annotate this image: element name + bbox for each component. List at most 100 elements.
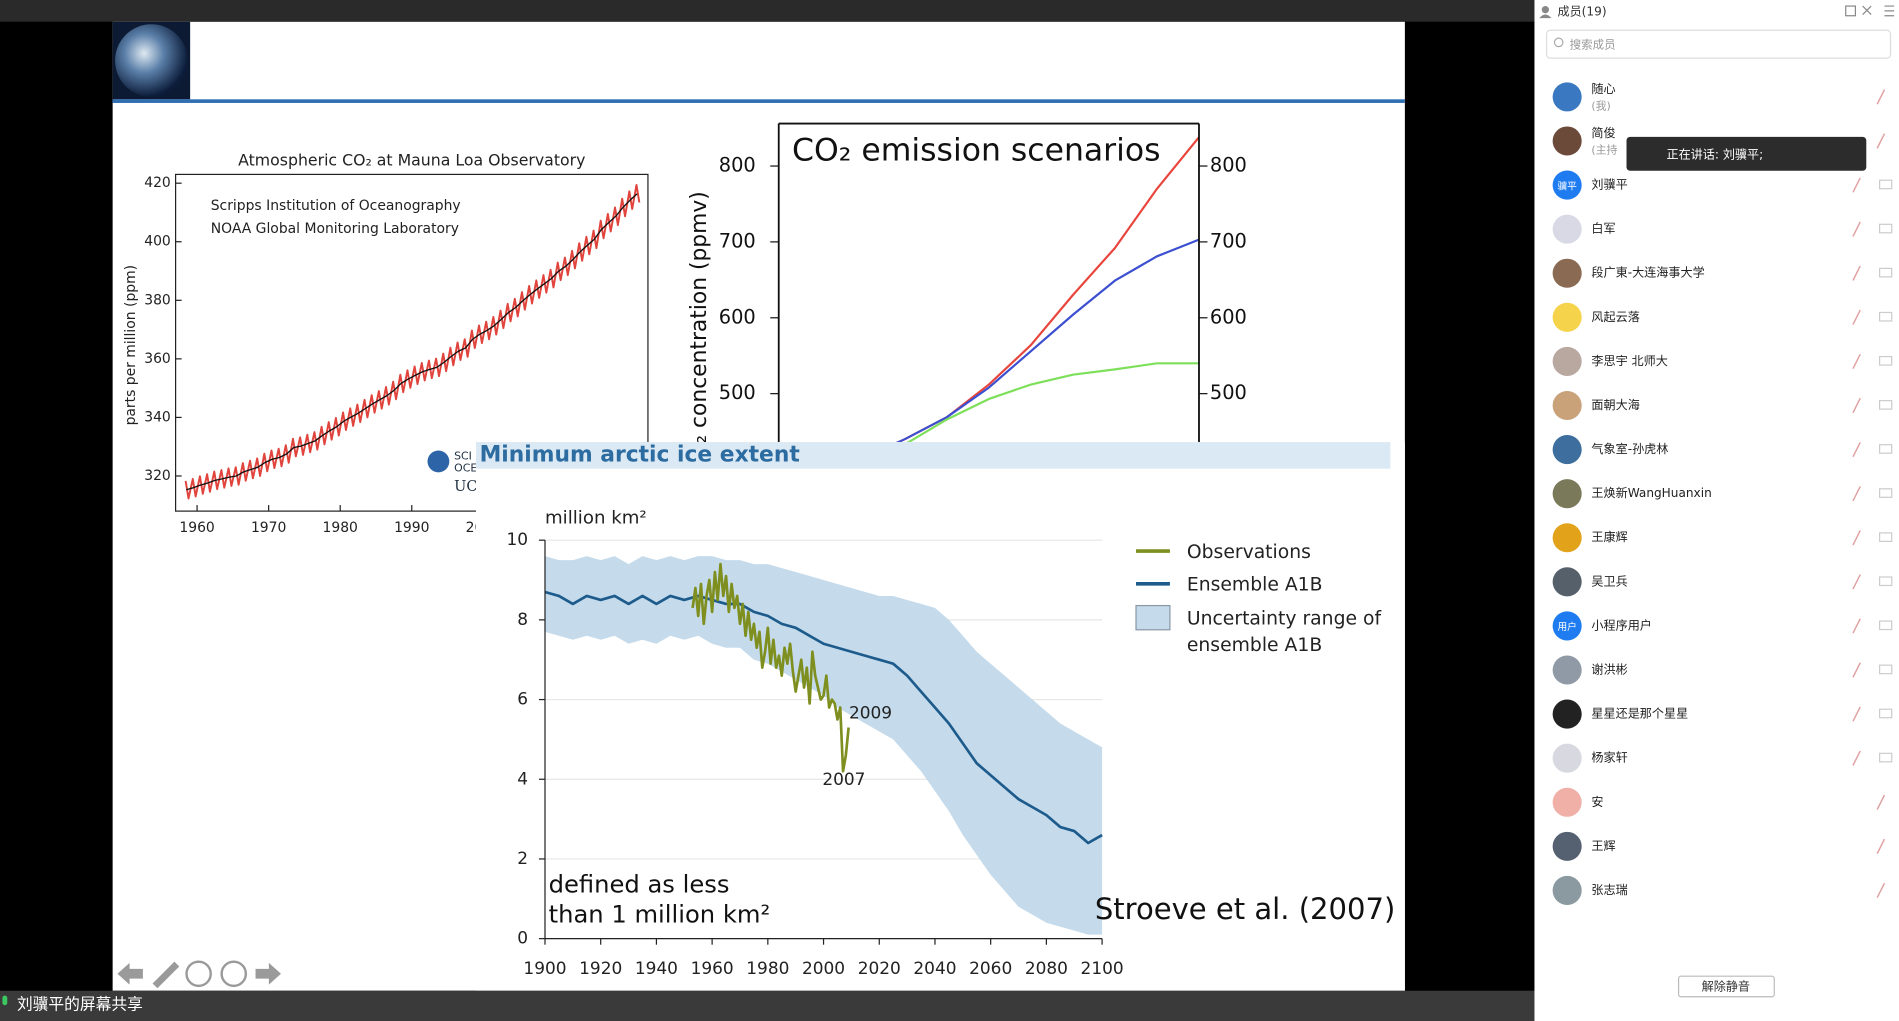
- mic-muted-icon: [1852, 441, 1861, 458]
- icon-shape: [1852, 530, 1861, 546]
- tooltip-text: 正在讲话: 刘骥平;: [1666, 147, 1763, 162]
- mic-muted-icon: [1876, 133, 1886, 149]
- mic-muted-icon: [1852, 618, 1861, 634]
- member-avatar: [1552, 875, 1582, 905]
- member-name: 张志瑞: [1591, 883, 1627, 897]
- y-tick-label: 2: [517, 848, 528, 868]
- panel-title: 成员(19): [1557, 5, 1606, 19]
- member-avatar: [1552, 479, 1582, 509]
- member-name: 王焕新WangHuanxin: [1591, 485, 1711, 500]
- member-name: 小程序用户: [1591, 617, 1652, 632]
- y-tick-label: 320: [144, 468, 171, 484]
- member-name: 随心: [1591, 81, 1615, 96]
- member-avatar: [1552, 523, 1582, 553]
- camera-off-icon: [1879, 444, 1893, 454]
- member-icon: [1541, 6, 1549, 14]
- camera-off-icon: [1879, 664, 1893, 675]
- y-tick-label: 700: [719, 229, 756, 252]
- y-tick-label: 0: [517, 928, 528, 948]
- logo-text: SCI: [454, 450, 472, 463]
- camera-off-icon: [1879, 576, 1893, 587]
- x-tick-label: 1960: [691, 958, 734, 978]
- camera-off-icon: [1879, 752, 1893, 763]
- icon-shape: [1876, 882, 1886, 899]
- y2-tick-label: 700: [1210, 229, 1247, 252]
- observations-line: [691, 562, 850, 773]
- x-tick-label: 1990: [394, 520, 429, 536]
- annotation: 2009: [849, 702, 892, 722]
- camera-off-icon: [1879, 179, 1893, 190]
- close-button[interactable]: [1862, 5, 1872, 15]
- avatar-text: 骥平: [1557, 179, 1577, 192]
- next-button[interactable]: [255, 962, 281, 985]
- y2-tick-label: 500: [1210, 381, 1247, 404]
- logo-text: UC: [454, 479, 477, 495]
- y-tick-label: 8: [517, 609, 528, 629]
- member-avatar: [1552, 346, 1582, 376]
- avatar-text: 用户: [1557, 620, 1576, 633]
- more-button[interactable]: [220, 960, 248, 988]
- x-tick-label: 2020: [858, 958, 901, 978]
- chart-title: Atmospheric CO₂ at Mauna Loa Observatory: [238, 151, 585, 170]
- icon-shape: [1876, 89, 1886, 105]
- member-avatar: [1552, 787, 1582, 817]
- x-tick-label: 1970: [251, 520, 286, 536]
- y-tick-label: 380: [144, 292, 171, 308]
- mic-muted-icon: [1852, 530, 1861, 546]
- search-placeholder: 搜索成员: [1570, 37, 1616, 51]
- x-tick-label: 2080: [1025, 958, 1068, 978]
- member-name: 刘骥平: [1591, 178, 1627, 192]
- y-tick-label: 340: [144, 409, 171, 425]
- legend-swatch: [1135, 604, 1171, 631]
- panel-title: Minimum arctic ice extent: [480, 442, 800, 467]
- member-name: 段广東-大连海事大学: [1591, 265, 1704, 280]
- icon-shape: [1852, 309, 1861, 325]
- mic-muted-icon: [1852, 309, 1861, 325]
- search-icon: [1553, 37, 1564, 48]
- unmute-button[interactable]: [1677, 975, 1775, 998]
- y-tick-label: 6: [517, 689, 528, 709]
- legend-label: Uncertainty range of: [1187, 608, 1382, 629]
- x-tick-label: 1920: [579, 958, 622, 978]
- member-name: 风起云落: [1591, 310, 1639, 324]
- speaking-tooltip: 正在讲话: 刘骥平;: [1626, 136, 1867, 171]
- definition-note: than 1 million km²: [549, 901, 771, 929]
- menu-button[interactable]: [1884, 5, 1895, 17]
- member-avatar: [1552, 258, 1582, 288]
- camera-off-icon: [1879, 311, 1893, 322]
- member-name: 面朝大海: [1591, 397, 1639, 412]
- member-avatar: [1552, 82, 1582, 112]
- camera-off-icon: [1879, 708, 1893, 719]
- member-avatar: [1552, 435, 1582, 465]
- y-tick-label: 400: [144, 234, 171, 250]
- popout-button[interactable]: [1845, 5, 1857, 17]
- y-tick-label: 420: [144, 175, 171, 191]
- screen-button[interactable]: [185, 960, 212, 988]
- x-tick-label: 1900: [523, 958, 566, 978]
- y-tick-label: 4: [517, 768, 528, 788]
- member-avatar: [1552, 699, 1582, 729]
- member-avatar: [1552, 743, 1582, 773]
- pen-button[interactable]: [152, 961, 180, 989]
- mic-icon: [2, 995, 8, 1006]
- y2-tick-label: 600: [1210, 305, 1247, 328]
- mic-muted-icon: [1852, 221, 1861, 237]
- search-box[interactable]: [1545, 29, 1892, 59]
- legend-label: ensemble A1B: [1187, 635, 1322, 656]
- x-tick-label: 2100: [1081, 958, 1124, 978]
- member-name: 简俊: [1591, 125, 1615, 140]
- member-note: (主持: [1591, 143, 1617, 157]
- member-name: 吴卫兵: [1591, 574, 1627, 588]
- member-avatar: [1552, 611, 1582, 641]
- prev-button[interactable]: [117, 962, 143, 985]
- x-tick-label: 2000: [802, 958, 845, 978]
- camera-off-icon: [1879, 223, 1893, 234]
- member-avatar: [1552, 126, 1582, 156]
- x-tick-label: 1960: [179, 520, 214, 536]
- y2-tick-label: 800: [1210, 154, 1247, 177]
- member-name: 安: [1591, 794, 1603, 809]
- camera-off-icon: [1879, 488, 1893, 498]
- emissions-chart: 500 500 600 600 700 700 800 800 CO₂ emission sce…: [687, 122, 1247, 508]
